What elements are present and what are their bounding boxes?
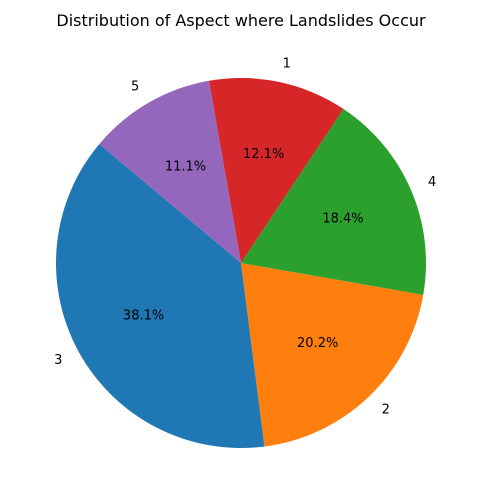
slice-label-3: 3 [54, 353, 62, 368]
pie-slice-5 [99, 80, 242, 263]
slice-percent-5: 11.1% [165, 159, 206, 174]
chart-title: Distribution of Aspect where Landslides … [56, 11, 426, 30]
pie-slice-1 [208, 78, 344, 263]
slice-percent-1: 12.1% [243, 147, 284, 162]
slice-label-5: 5 [131, 79, 139, 94]
slice-percent-3: 38.1% [123, 309, 164, 324]
slice-label-2: 2 [382, 403, 390, 418]
pie-labels: 3 38.1% 2 20.2% 4 18.4% 1 12.1% 5 11.1% [54, 56, 436, 417]
pie-slice-4 [241, 108, 426, 295]
slice-percent-4: 18.4% [322, 212, 363, 227]
pie-slice-3 [55, 144, 265, 448]
slice-label-4: 4 [428, 175, 436, 190]
slice-label-1: 1 [283, 56, 291, 71]
pie-slice-2 [241, 263, 424, 447]
pie-slices [55, 78, 426, 448]
slice-percent-2: 20.2% [297, 336, 338, 351]
